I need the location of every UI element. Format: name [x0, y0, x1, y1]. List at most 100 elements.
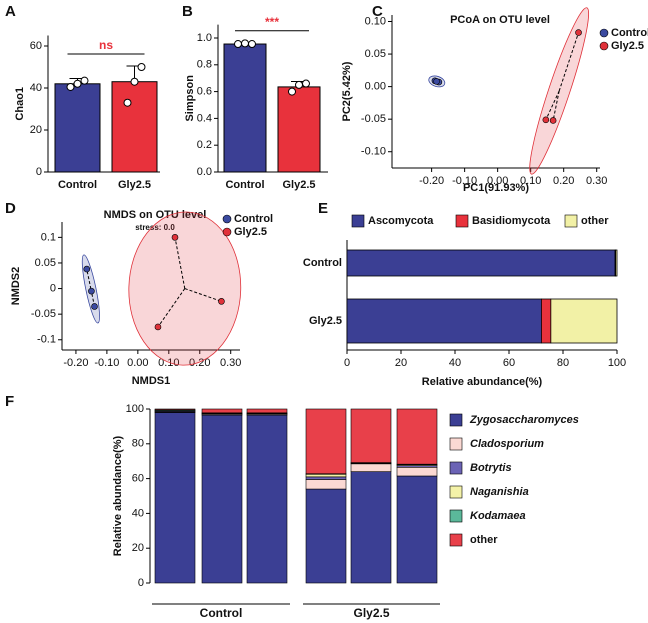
bar-segment — [350, 471, 392, 584]
legend-swatch — [351, 214, 365, 228]
y-tick-label: -0.10 — [361, 146, 386, 158]
y-tick-label: -0.05 — [31, 308, 56, 320]
bar — [54, 83, 101, 173]
data-point — [130, 77, 139, 86]
legend-label: Kodamaea — [470, 510, 526, 522]
centroid-link — [552, 90, 560, 121]
data-point — [73, 79, 82, 88]
bar-segment — [154, 408, 196, 411]
y-tick-label: 0.0 — [197, 166, 212, 178]
y-axis-label: Simpson — [184, 75, 196, 122]
data-point — [88, 287, 95, 295]
y-tick-label: Gly2.5 — [309, 315, 342, 327]
bar — [277, 86, 321, 173]
data-point — [83, 265, 91, 273]
bar-segment — [201, 408, 243, 414]
legend-swatch — [449, 437, 463, 451]
data-point — [66, 82, 75, 91]
x-axis-label: PC1(91.93%) — [463, 182, 529, 194]
data-point — [549, 117, 557, 124]
data-point — [575, 29, 582, 36]
centroid-link — [545, 90, 560, 121]
x-tick-label: Control — [225, 179, 264, 191]
data-point — [433, 78, 440, 85]
bar-segment — [305, 476, 347, 480]
legend-label: other — [470, 534, 498, 546]
data-point — [154, 323, 162, 331]
bar-segment — [550, 298, 618, 344]
panel-letter: B — [182, 3, 193, 20]
bar-segment — [396, 408, 438, 465]
y-tick-label: Control — [303, 257, 342, 269]
y-tick-label: 20 — [30, 124, 42, 136]
y-tick-label: 0 — [36, 166, 42, 178]
bar-segment — [350, 463, 392, 472]
y-tick-label: 0.10 — [365, 15, 386, 27]
centroid-link — [184, 288, 222, 302]
x-tick-label: 0.30 — [586, 175, 607, 187]
data-point — [137, 63, 146, 71]
y-tick-label: 0.1 — [41, 231, 56, 243]
x-tick-label: -0.10 — [94, 357, 119, 369]
y-tick-label: 0 — [50, 282, 56, 294]
x-tick-label: -0.10 — [452, 175, 477, 187]
y-tick-label: 0.05 — [365, 48, 386, 60]
bar-segment — [346, 249, 616, 277]
y-axis-label: Chao1 — [14, 87, 26, 121]
bar-segment — [201, 414, 243, 584]
y-axis-label: Relative abundance(%) — [112, 435, 124, 556]
panel-letter: A — [5, 3, 16, 20]
legend-label: Control — [611, 27, 648, 39]
chart-title: PCoA on OTU level — [450, 14, 550, 26]
data-point — [542, 116, 550, 124]
legend-swatch — [449, 533, 463, 547]
x-tick-label: 0 — [344, 357, 350, 369]
x-tick-label: 0.20 — [553, 175, 574, 187]
data-point — [295, 80, 303, 89]
y-tick-label: 0.4 — [197, 112, 212, 124]
data-point — [241, 39, 249, 48]
centroid-link — [558, 32, 580, 92]
x-tick-label: 80 — [557, 357, 569, 369]
x-tick-label: -0.20 — [63, 357, 88, 369]
data-point — [91, 303, 98, 310]
x-tick-label: 20 — [395, 357, 407, 369]
x-tick-label: 0.10 — [520, 175, 541, 187]
legend-label: Ascomycota — [368, 215, 434, 227]
legend-swatch — [449, 413, 463, 427]
bar-segment — [396, 466, 438, 477]
legend-marker — [599, 28, 609, 38]
legend-swatch — [449, 461, 463, 475]
y-tick-label: 0.2 — [197, 139, 212, 151]
y-tick-label: -0.05 — [361, 113, 386, 125]
data-point — [171, 234, 179, 241]
data-point — [123, 98, 132, 107]
y-axis-label: NMDS2 — [10, 267, 22, 306]
legend-swatch — [449, 509, 463, 523]
y-tick-label: 0.05 — [35, 257, 56, 269]
y-tick-label: 0.8 — [197, 59, 212, 71]
y-axis-label: PC2(5.42%) — [341, 61, 353, 121]
legend-label: Botrytis — [470, 462, 512, 474]
y-tick-label: 60 — [132, 473, 144, 485]
group-label: Gly2.5 — [353, 606, 389, 620]
data-point — [288, 87, 296, 96]
legend-label: Basidiomycota — [472, 215, 551, 227]
group-label: Control — [200, 606, 243, 620]
panel-letter: C — [372, 3, 383, 20]
x-tick-label: -0.20 — [419, 175, 444, 187]
legend-label: Control — [234, 213, 273, 225]
panel-letter: E — [318, 200, 328, 217]
bar-segment — [305, 479, 347, 490]
x-tick-label: Control — [58, 179, 97, 191]
y-tick-label: 100 — [126, 403, 144, 415]
x-tick-label: Gly2.5 — [118, 179, 151, 191]
centroid-link — [157, 288, 186, 328]
significance-label: ns — [99, 38, 113, 52]
legend-label: Naganishia — [470, 486, 529, 498]
data-point — [218, 298, 225, 305]
y-tick-label: 0.00 — [365, 81, 386, 93]
x-axis-label: Relative abundance(%) — [422, 376, 543, 388]
data-point — [80, 76, 89, 85]
